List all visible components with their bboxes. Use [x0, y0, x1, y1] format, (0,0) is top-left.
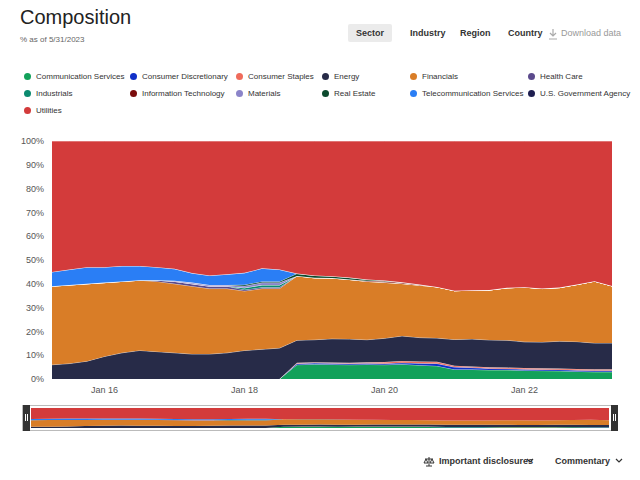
html-text:U.S. Government Agency: U.S. Government Agency — [540, 89, 631, 98]
html-text:Financials: Financials — [422, 72, 458, 81]
html-text:Composition: Composition — [20, 6, 132, 28]
html-text:Telecommunication Services: Telecommunication Services — [422, 89, 524, 98]
svg-text:70%: 70% — [26, 208, 44, 218]
html-text:Commentary: Commentary — [555, 456, 610, 466]
svg-text:0%: 0% — [31, 374, 44, 384]
html-text:Country: Country — [508, 28, 543, 38]
html-text:Consumer Discretionary: Consumer Discretionary — [142, 72, 228, 81]
svg-text:Jan 16: Jan 16 — [91, 385, 118, 395]
html-text:% as of 5/31/2023: % as of 5/31/2023 — [20, 35, 85, 44]
svg-text:80%: 80% — [26, 184, 44, 194]
svg-text:100%: 100% — [21, 136, 44, 146]
svg-text:20%: 20% — [26, 327, 44, 337]
html-text:Industry: Industry — [410, 28, 446, 38]
html-text:Region: Region — [460, 28, 491, 38]
html-text:Important disclosures: Important disclosures — [439, 456, 533, 466]
svg-text:50%: 50% — [26, 255, 44, 265]
html-text:Information Technology: Information Technology — [142, 89, 225, 98]
svg-text:90%: 90% — [26, 160, 44, 170]
svg-text:40%: 40% — [26, 279, 44, 289]
html-text:Real Estate: Real Estate — [334, 89, 376, 98]
svg-text:10%: 10% — [26, 350, 44, 360]
svg-text:30%: 30% — [26, 303, 44, 313]
svg-text:Jan 22: Jan 22 — [511, 385, 538, 395]
svg-text:Jan 18: Jan 18 — [231, 385, 258, 395]
html-text:Materials: Materials — [248, 89, 281, 98]
svg-text:Jan 20: Jan 20 — [371, 385, 398, 395]
html-text:Communication Services: Communication Services — [36, 72, 125, 81]
html-text:Sector: Sector — [356, 28, 384, 38]
html-text:Download data: Download data — [561, 28, 621, 38]
svg-text:60%: 60% — [26, 231, 44, 241]
html-text:Energy: Energy — [334, 72, 360, 81]
html-text:Health Care: Health Care — [540, 72, 583, 81]
html-text:Utilities: Utilities — [36, 106, 62, 115]
html-text:Consumer Staples: Consumer Staples — [248, 72, 314, 81]
html-text:Industrials: Industrials — [36, 89, 73, 98]
